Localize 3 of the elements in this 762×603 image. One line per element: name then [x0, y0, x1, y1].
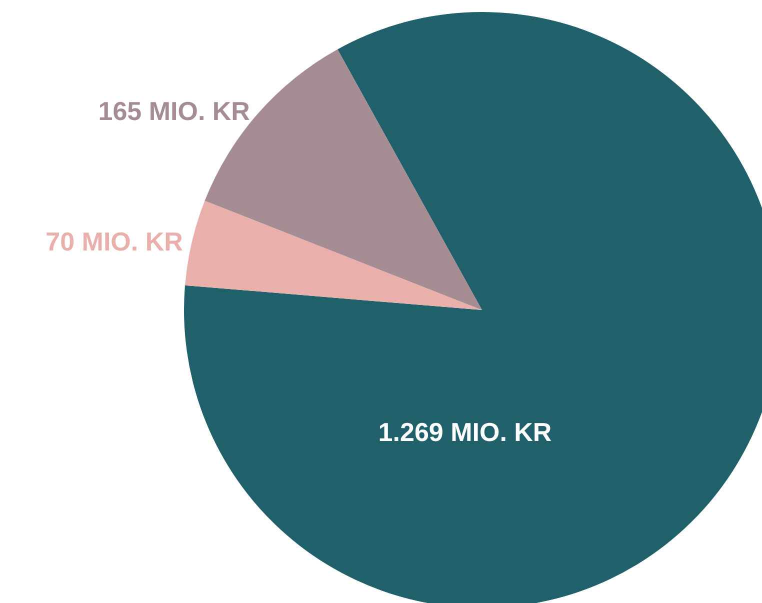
data-label: 1.269 MIO. KR: [378, 417, 552, 447]
data-label: 70 MIO. KR: [46, 226, 184, 256]
data-label: 165 MIO. KR: [98, 96, 250, 126]
